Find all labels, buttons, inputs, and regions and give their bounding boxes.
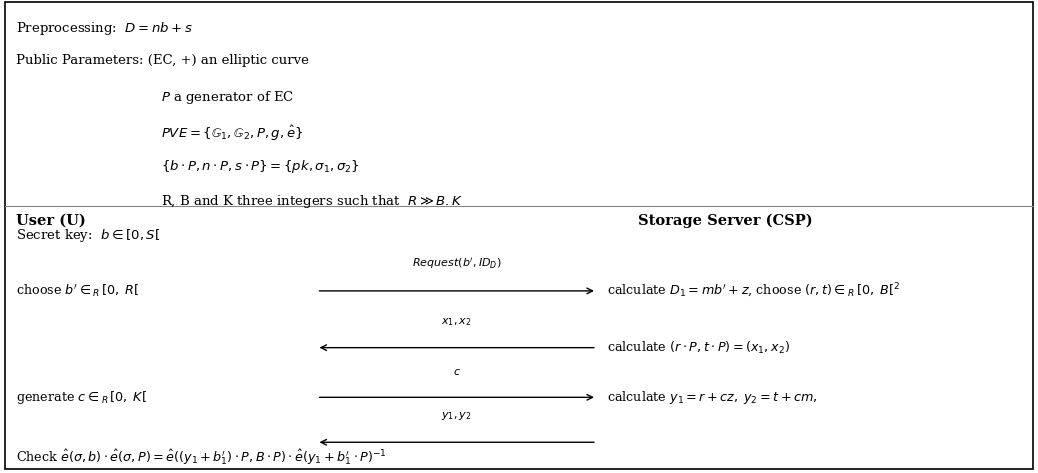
Text: generate $c \in_R \,[0,\; K[$: generate $c \in_R \,[0,\; K[$	[16, 389, 146, 406]
Text: Check $\hat{e}(\sigma, b) \cdot \hat{e}(\sigma, P) = \hat{e}((y_1 + b^\prime_1) : Check $\hat{e}(\sigma, b) \cdot \hat{e}(…	[16, 448, 386, 467]
Text: choose $b^\prime \in_R \,[0,\; R[$: choose $b^\prime \in_R \,[0,\; R[$	[16, 282, 139, 299]
Text: Preprocessing:  $D = nb + s$: Preprocessing: $D = nb + s$	[16, 20, 193, 37]
Text: $x_1, x_2$: $x_1, x_2$	[441, 316, 472, 328]
Text: User (U): User (U)	[16, 214, 85, 228]
Text: Storage Server (CSP): Storage Server (CSP)	[638, 214, 813, 228]
Text: $\{b \cdot P, n \cdot P, s \cdot P\} = \{pk, \sigma_1, \sigma_2\}$: $\{b \cdot P, n \cdot P, s \cdot P\} = \…	[161, 158, 360, 175]
Text: $Request(b^\prime,ID_D)$: $Request(b^\prime,ID_D)$	[412, 256, 501, 271]
Text: calculate $D_1 = mb^\prime + z$, choose $(r, t) \in_R \,[0,\; B[^2$: calculate $D_1 = mb^\prime + z$, choose …	[607, 282, 900, 300]
Text: $PVE = \{\mathbb{G}_1, \mathbb{G}_2, P, g, \hat{e}\}$: $PVE = \{\mathbb{G}_1, \mathbb{G}_2, P, …	[161, 123, 303, 142]
Text: R, B and K three integers such that  $R \gg B.K$: R, B and K three integers such that $R \…	[161, 193, 463, 210]
Text: $y_1, y_2$: $y_1, y_2$	[441, 411, 472, 422]
Text: $P$ a generator of EC: $P$ a generator of EC	[161, 89, 294, 106]
Text: $c$: $c$	[453, 368, 461, 377]
Text: calculate $y_1 = r + cz,\; y_2 = t + cm,$: calculate $y_1 = r + cz,\; y_2 = t + cm,…	[607, 389, 818, 406]
Text: calculate $(r \cdot P, t \cdot P) = (x_1, x_2)$: calculate $(r \cdot P, t \cdot P) = (x_1…	[607, 340, 790, 356]
Text: Secret key:  $b \in  [0, S[$: Secret key: $b \in [0, S[$	[16, 227, 160, 244]
Text: Public Parameters: (EC, +) an elliptic curve: Public Parameters: (EC, +) an elliptic c…	[16, 54, 308, 67]
